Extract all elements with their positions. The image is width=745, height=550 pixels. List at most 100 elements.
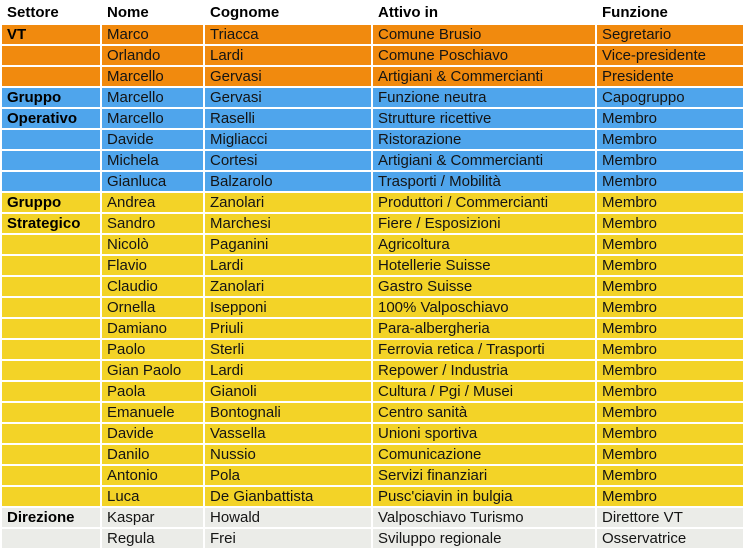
- cell-cognome: Marchesi: [205, 214, 371, 233]
- cell-nome: Ornella: [102, 298, 203, 317]
- cell-funzione: Membro: [597, 130, 743, 149]
- cell-cognome: Howald: [205, 508, 371, 527]
- cell-attivo_in: Centro sanità: [373, 403, 595, 422]
- cell-nome: Kaspar: [102, 508, 203, 527]
- cell-cognome: De Gianbattista: [205, 487, 371, 506]
- table-row: Claudio Zanolari Gastro Suisse Membro: [2, 277, 743, 296]
- cell-attivo_in: Servizi finanziari: [373, 466, 595, 485]
- cell-nome: Regula: [102, 529, 203, 548]
- table-row: Emanuele Bontognali Centro sanità Membro: [2, 403, 743, 422]
- column-header-attivo-in: Attivo in: [373, 2, 595, 23]
- cell-nome: Davide: [102, 424, 203, 443]
- table-row: Flavio Lardi Hotellerie Suisse Membro: [2, 256, 743, 275]
- cell-attivo_in: Artigiani & Commercianti: [373, 67, 595, 86]
- cell-cognome: Vassella: [205, 424, 371, 443]
- table-row: Davide Vassella Unioni sportiva Membro: [2, 424, 743, 443]
- cell-settore: Gruppo: [2, 88, 100, 107]
- cell-funzione: Membro: [597, 256, 743, 275]
- cell-funzione: Membro: [597, 319, 743, 338]
- cell-attivo_in: Fiere / Esposizioni: [373, 214, 595, 233]
- cell-cognome: Isepponi: [205, 298, 371, 317]
- table-row: Gianluca Balzarolo Trasporti / Mobilità Mem…: [2, 172, 743, 191]
- table-row: Marcello Gervasi Artigiani & Commercianti P…: [2, 67, 743, 86]
- cell-nome: Orlando: [102, 46, 203, 65]
- cell-cognome: Pola: [205, 466, 371, 485]
- column-header-funzione: Funzione: [597, 2, 743, 23]
- cell-attivo_in: Unioni sportiva: [373, 424, 595, 443]
- cell-funzione: Membro: [597, 193, 743, 212]
- cell-settore: [2, 403, 100, 422]
- cell-cognome: Lardi: [205, 256, 371, 275]
- cell-cognome: Balzarolo: [205, 172, 371, 191]
- cell-attivo_in: Comune Brusio: [373, 25, 595, 44]
- cell-cognome: Raselli: [205, 109, 371, 128]
- cell-settore: Operativo: [2, 109, 100, 128]
- cell-funzione: Segretario: [597, 25, 743, 44]
- cell-settore: [2, 340, 100, 359]
- cell-settore: [2, 466, 100, 485]
- cell-settore: [2, 46, 100, 65]
- cell-funzione: Membro: [597, 214, 743, 233]
- cell-cognome: Triacca: [205, 25, 371, 44]
- cell-nome: Michela: [102, 151, 203, 170]
- cell-attivo_in: Sviluppo regionale: [373, 529, 595, 548]
- cell-cognome: Frei: [205, 529, 371, 548]
- cell-attivo_in: Ristorazione: [373, 130, 595, 149]
- cell-cognome: Zanolari: [205, 193, 371, 212]
- table-row: Gruppo Marcello Gervasi Funzione neutra Capo…: [2, 88, 743, 107]
- table-row: Damiano Priuli Para-albergheria Membro: [2, 319, 743, 338]
- cell-funzione: Membro: [597, 172, 743, 191]
- cell-nome: Flavio: [102, 256, 203, 275]
- cell-funzione: Membro: [597, 466, 743, 485]
- cell-settore: [2, 445, 100, 464]
- cell-nome: Luca: [102, 487, 203, 506]
- cell-settore: Strategico: [2, 214, 100, 233]
- cell-attivo_in: Valposchiavo Turismo: [373, 508, 595, 527]
- cell-attivo_in: Produttori / Commercianti: [373, 193, 595, 212]
- cell-funzione: Vice-presidente: [597, 46, 743, 65]
- cell-funzione: Membro: [597, 445, 743, 464]
- cell-cognome: Lardi: [205, 46, 371, 65]
- cell-nome: Emanuele: [102, 403, 203, 422]
- table-row: Operativo Marcello Raselli Strutture ricett…: [2, 109, 743, 128]
- cell-nome: Andrea: [102, 193, 203, 212]
- cell-settore: Gruppo: [2, 193, 100, 212]
- cell-funzione: Membro: [597, 151, 743, 170]
- column-header-settore: Settore: [2, 2, 100, 23]
- cell-settore: [2, 277, 100, 296]
- table-row: Orlando Lardi Comune Poschiavo Vice-preside…: [2, 46, 743, 65]
- cell-attivo_in: Comune Poschiavo: [373, 46, 595, 65]
- table-row: Gruppo Andrea Zanolari Produttori / Commerc…: [2, 193, 743, 212]
- cell-settore: [2, 172, 100, 191]
- cell-nome: Gian Paolo: [102, 361, 203, 380]
- cell-settore: [2, 151, 100, 170]
- table-row: Regula Frei Sviluppo regionale Osservatrice: [2, 529, 743, 548]
- cell-attivo_in: Agricoltura: [373, 235, 595, 254]
- cell-cognome: Paganini: [205, 235, 371, 254]
- table-row: Luca De Gianbattista Pusc'ciavin in bulgia…: [2, 487, 743, 506]
- cell-funzione: Membro: [597, 340, 743, 359]
- cell-settore: [2, 67, 100, 86]
- cell-nome: Gianluca: [102, 172, 203, 191]
- cell-funzione: Membro: [597, 382, 743, 401]
- cell-cognome: Bontognali: [205, 403, 371, 422]
- cell-funzione: Membro: [597, 361, 743, 380]
- table-row: Antonio Pola Servizi finanziari Membro: [2, 466, 743, 485]
- table-row: VT Marco Triacca Comune Brusio Segretario: [2, 25, 743, 44]
- cell-attivo_in: Strutture ricettive: [373, 109, 595, 128]
- cell-nome: Marco: [102, 25, 203, 44]
- table-row: Strategico Sandro Marchesi Fiere / Esposizi…: [2, 214, 743, 233]
- cell-cognome: Gianoli: [205, 382, 371, 401]
- cell-cognome: Priuli: [205, 319, 371, 338]
- table-row: Direzione Kaspar Howald Valposchiavo Turism…: [2, 508, 743, 527]
- table-row: Paola Gianoli Cultura / Pgi / Musei Membro: [2, 382, 743, 401]
- cell-attivo_in: Artigiani & Commercianti: [373, 151, 595, 170]
- cell-nome: Nicolò: [102, 235, 203, 254]
- cell-settore: [2, 487, 100, 506]
- cell-nome: Marcello: [102, 88, 203, 107]
- cell-funzione: Membro: [597, 298, 743, 317]
- cell-funzione: Presidente: [597, 67, 743, 86]
- cell-settore: [2, 529, 100, 548]
- cell-attivo_in: Cultura / Pgi / Musei: [373, 382, 595, 401]
- cell-nome: Sandro: [102, 214, 203, 233]
